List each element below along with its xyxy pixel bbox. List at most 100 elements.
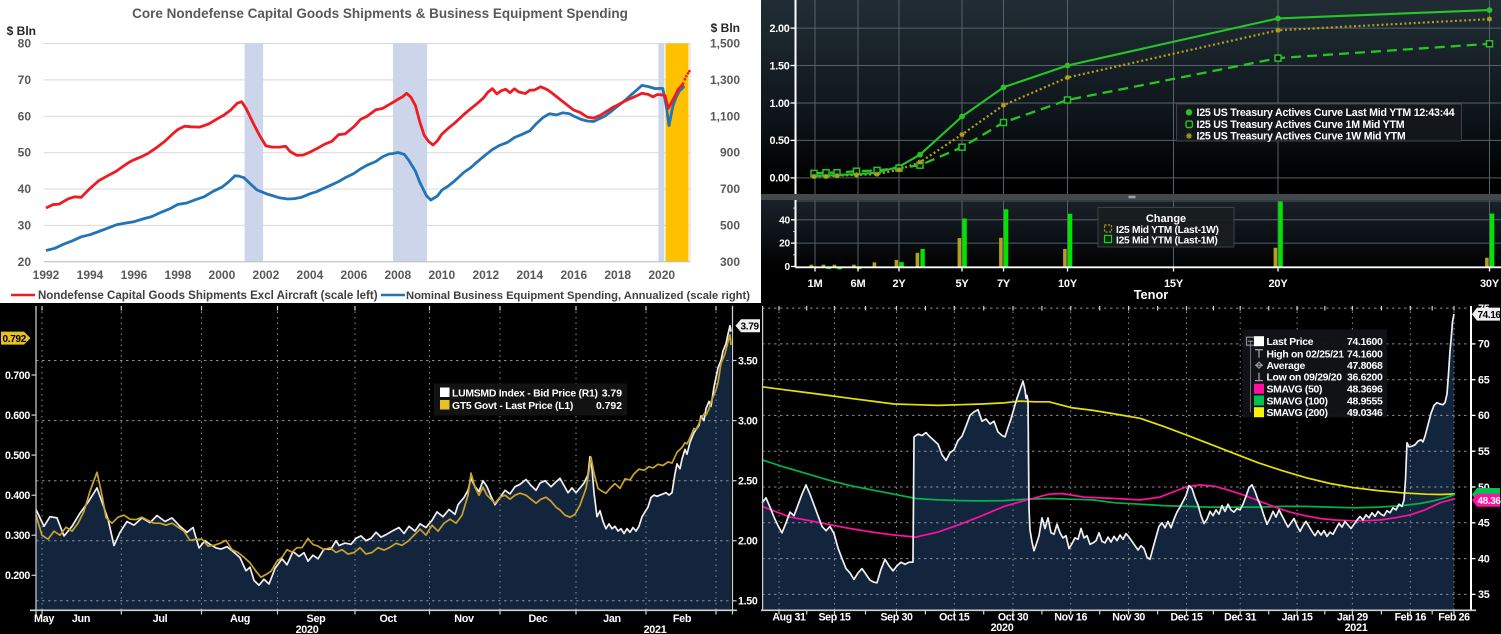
svg-text:Sep 15: Sep 15 [818, 612, 851, 624]
svg-text:20: 20 [779, 239, 790, 250]
svg-text:1996: 1996 [121, 268, 148, 282]
svg-text:LUMSMD Index - Bid Price (R1): LUMSMD Index - Bid Price (R1) [452, 389, 598, 400]
svg-text:Average: Average [1267, 361, 1306, 372]
svg-text:48.9555: 48.9555 [1347, 396, 1383, 407]
svg-text:Change: Change [1146, 213, 1186, 225]
svg-text:Jul: Jul [153, 613, 168, 625]
svg-text:Oct 30: Oct 30 [998, 612, 1029, 624]
svg-text:2010: 2010 [428, 268, 455, 282]
svg-text:2021: 2021 [1345, 622, 1368, 634]
svg-text:Nominal Business Equipment Spe: Nominal Business Equipment Spending, Ann… [406, 290, 750, 302]
svg-text:1.50: 1.50 [769, 60, 789, 72]
svg-text:0.600: 0.600 [5, 410, 30, 422]
svg-text:Sep 30: Sep 30 [880, 612, 913, 624]
svg-text:1992: 1992 [33, 268, 60, 282]
svg-text:48.3696: 48.3696 [1347, 385, 1383, 396]
svg-text:2021: 2021 [644, 624, 667, 634]
svg-text:Nov 16: Nov 16 [1054, 612, 1087, 624]
svg-text:Oct: Oct [379, 613, 397, 625]
svg-text:1,100: 1,100 [710, 109, 740, 123]
svg-text:GT5 Govt - Last Price (L1): GT5 Govt - Last Price (L1) [452, 401, 573, 412]
svg-text:Sep: Sep [307, 613, 327, 625]
svg-text:2014: 2014 [516, 268, 543, 282]
svg-text:2018: 2018 [604, 268, 631, 282]
svg-text:0.300: 0.300 [5, 530, 30, 542]
svg-text:5Y: 5Y [955, 278, 969, 290]
svg-text:3.79: 3.79 [741, 321, 760, 332]
svg-text:70: 70 [18, 73, 32, 87]
svg-text:SMAVG (200): SMAVG (200) [1267, 408, 1328, 419]
svg-text:700: 700 [720, 182, 740, 196]
svg-text:0.400: 0.400 [5, 490, 30, 502]
svg-text:500: 500 [720, 218, 740, 232]
svg-text:2000: 2000 [209, 268, 236, 282]
svg-text:Jan: Jan [603, 613, 621, 625]
svg-text:2020: 2020 [648, 268, 675, 282]
svg-text:300: 300 [720, 255, 740, 269]
svg-text:May: May [34, 613, 54, 625]
svg-text:74.1600: 74.1600 [1347, 337, 1383, 348]
svg-text:47.8068: 47.8068 [1347, 361, 1383, 372]
svg-text:2020: 2020 [296, 624, 319, 634]
svg-text:49.0346: 49.0346 [1347, 408, 1383, 419]
svg-text:Nov: Nov [454, 613, 474, 625]
svg-text:74.16: 74.16 [1478, 310, 1501, 321]
svg-text:Feb 26: Feb 26 [1438, 612, 1470, 624]
svg-text:Last Price: Last Price [1267, 337, 1314, 348]
svg-text:80: 80 [18, 37, 32, 51]
svg-text:30: 30 [18, 218, 32, 232]
svg-text:SMAVG (50): SMAVG (50) [1267, 385, 1323, 396]
svg-text:1M: 1M [808, 278, 823, 290]
svg-text:45: 45 [1478, 518, 1490, 530]
svg-text:I25 US Treasury Actives Curve: I25 US Treasury Actives Curve Last Mid Y… [1197, 107, 1455, 119]
svg-text:Core Nondefense Capital Goods: Core Nondefense Capital Goods Shipments … [132, 6, 628, 21]
svg-text:60: 60 [18, 109, 32, 123]
svg-text:30Y: 30Y [1480, 278, 1500, 290]
svg-text:40: 40 [18, 182, 32, 196]
svg-text:7Y: 7Y [997, 278, 1011, 290]
svg-text:0.500: 0.500 [5, 450, 30, 462]
svg-text:0.700: 0.700 [5, 370, 30, 382]
svg-text:I25 US Treasury Actives Curve: I25 US Treasury Actives Curve 1W Mid YTM [1197, 131, 1406, 143]
svg-text:Oct 15: Oct 15 [939, 612, 970, 624]
svg-text:Dec 15: Dec 15 [1170, 612, 1203, 624]
svg-text:$ Bln: $ Bln [7, 24, 36, 38]
svg-text:1994: 1994 [77, 268, 104, 282]
svg-text:50: 50 [18, 146, 32, 160]
svg-text:2Y: 2Y [892, 278, 906, 290]
svg-text:Feb 16: Feb 16 [1395, 612, 1427, 624]
svg-text:I25 Mid YTM (Last-1M): I25 Mid YTM (Last-1M) [1116, 236, 1218, 247]
svg-text:Nondefense Capital Goods Shipm: Nondefense Capital Goods Shipments Excl … [38, 290, 378, 302]
svg-text:6M: 6M [851, 278, 866, 290]
svg-text:3.50: 3.50 [738, 355, 758, 367]
svg-text:$ Bln: $ Bln [711, 21, 740, 35]
svg-text:0: 0 [785, 262, 791, 273]
svg-text:Dec: Dec [529, 613, 548, 625]
svg-text:2016: 2016 [560, 268, 587, 282]
svg-text:36.6200: 36.6200 [1347, 372, 1383, 383]
svg-text:2.50: 2.50 [738, 476, 758, 488]
svg-text:1.50: 1.50 [738, 596, 758, 608]
svg-text:0.792: 0.792 [596, 401, 622, 412]
svg-text:65: 65 [1478, 375, 1490, 387]
svg-text:High on 02/25/21: High on 02/25/21 [1267, 350, 1345, 361]
svg-text:0.50: 0.50 [769, 135, 789, 147]
svg-text:I25 US Treasury Actives Curve: I25 US Treasury Actives Curve 1M Mid YTM [1197, 119, 1405, 131]
svg-text:2012: 2012 [472, 268, 499, 282]
svg-text:55: 55 [1478, 446, 1490, 458]
svg-text:1,300: 1,300 [710, 73, 740, 87]
svg-text:2006: 2006 [341, 268, 368, 282]
svg-text:Jun: Jun [72, 613, 90, 625]
svg-text:3.79: 3.79 [602, 389, 622, 400]
svg-text:0.00: 0.00 [769, 173, 789, 185]
svg-text:20Y: 20Y [1269, 278, 1289, 290]
svg-text:Jan 29: Jan 29 [1337, 612, 1368, 624]
svg-text:Aug: Aug [230, 613, 250, 625]
svg-text:900: 900 [720, 146, 740, 160]
svg-text:Low on 09/29/20: Low on 09/29/20 [1267, 372, 1343, 383]
svg-text:Aug 31: Aug 31 [772, 612, 806, 624]
svg-text:2.00: 2.00 [738, 536, 758, 548]
svg-text:74.1600: 74.1600 [1347, 350, 1383, 361]
svg-text:1.00: 1.00 [769, 98, 789, 110]
svg-text:3.00: 3.00 [738, 415, 758, 427]
